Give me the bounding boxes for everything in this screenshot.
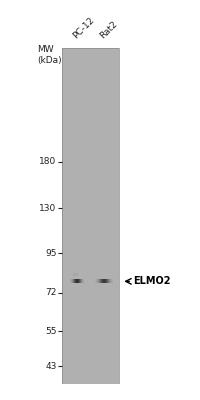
Text: 95: 95 <box>45 249 57 258</box>
Bar <box>74 279 75 283</box>
Bar <box>77 279 78 283</box>
Text: MW
(kDa): MW (kDa) <box>37 45 62 64</box>
Bar <box>62 48 119 384</box>
Bar <box>71 279 72 283</box>
Text: 180: 180 <box>39 158 57 166</box>
Bar <box>112 279 113 283</box>
Bar <box>106 279 107 283</box>
Bar <box>72 279 73 283</box>
Text: PC-12: PC-12 <box>71 16 96 41</box>
Bar <box>95 279 96 283</box>
Bar <box>105 279 106 283</box>
Bar <box>80 279 81 283</box>
Bar <box>102 279 103 283</box>
Bar <box>97 279 98 283</box>
Bar <box>110 279 111 283</box>
Bar <box>101 279 102 283</box>
Bar <box>75 279 76 283</box>
Bar <box>83 279 84 283</box>
Bar <box>76 279 77 283</box>
Bar <box>98 279 99 283</box>
Bar <box>62 48 119 384</box>
Bar <box>73 273 78 276</box>
Bar <box>109 279 110 283</box>
Bar <box>70 279 71 283</box>
Text: 55: 55 <box>45 327 57 336</box>
Text: 72: 72 <box>45 288 57 297</box>
Bar <box>82 279 83 283</box>
Text: Rat2: Rat2 <box>98 20 119 41</box>
Bar <box>78 279 79 283</box>
Bar <box>81 279 82 283</box>
Bar <box>100 279 101 283</box>
Bar <box>79 279 80 283</box>
Bar <box>99 279 100 283</box>
Bar <box>104 279 105 283</box>
Bar <box>108 279 109 283</box>
Bar <box>103 279 104 283</box>
Text: 43: 43 <box>45 362 57 371</box>
Text: ELMO2: ELMO2 <box>133 276 171 286</box>
Bar <box>107 279 108 283</box>
Text: 130: 130 <box>39 204 57 213</box>
Bar <box>96 279 97 283</box>
Bar <box>111 279 112 283</box>
Bar <box>73 279 74 283</box>
